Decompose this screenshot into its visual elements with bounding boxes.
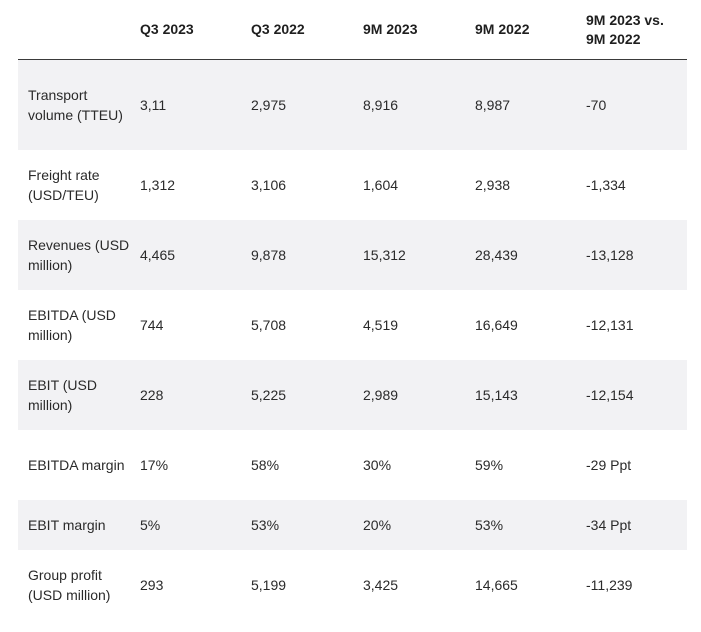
header-q3-2023: Q3 2023 bbox=[140, 0, 250, 59]
header-9m-change: 9M 2023 vs. 9M 2022 bbox=[586, 0, 686, 59]
header-text: 9M 2023 vs. 9M 2022 bbox=[586, 11, 664, 47]
cell-q3-2023: 5% bbox=[140, 517, 161, 533]
cell-q3-2023: 3,11 bbox=[140, 97, 167, 113]
row-label: EBITDA (USD million) bbox=[28, 307, 116, 343]
cell-9m-change: -34 Ppt bbox=[586, 517, 632, 533]
table-row: Revenues (USD million) 4,465 9,878 15,31… bbox=[18, 220, 687, 290]
cell-9m-change: -13,128 bbox=[586, 247, 634, 263]
table-row: EBITDA margin 17% 58% 30% 59% -29 Ppt bbox=[18, 430, 687, 500]
table-header: Q3 2023 Q3 2022 9M 2023 9M 2022 9M 2023 … bbox=[18, 0, 687, 60]
cell-q3-2022: 5,199 bbox=[251, 577, 287, 593]
cell-9m-2023: 1,604 bbox=[363, 177, 399, 193]
header-text: 9M 2023 bbox=[363, 21, 418, 37]
cell-q3-2023: 228 bbox=[140, 387, 164, 403]
cell-9m-change: -1,334 bbox=[586, 177, 626, 193]
table-row: Group profit (USD million) 293 5,199 3,4… bbox=[18, 550, 687, 620]
cell-9m-change: -12,154 bbox=[586, 387, 634, 403]
cell-q3-2022: 2,975 bbox=[251, 97, 287, 113]
cell-9m-2023: 2,989 bbox=[363, 387, 399, 403]
cell-9m-2022: 15,143 bbox=[475, 387, 518, 403]
header-text: Q3 2023 bbox=[140, 21, 194, 37]
cell-q3-2023: 1,312 bbox=[140, 177, 176, 193]
table-row: Transport volume (TTEU) 3,11 2,975 8,916… bbox=[18, 60, 687, 150]
cell-q3-2023: 744 bbox=[140, 317, 164, 333]
table-row: Freight rate (USD/TEU) 1,312 3,106 1,604… bbox=[18, 150, 687, 220]
row-label: Transport volume (TTEU) bbox=[28, 87, 123, 123]
row-label: EBIT (USD million) bbox=[28, 377, 97, 413]
header-9m-2022: 9M 2022 bbox=[475, 0, 585, 59]
cell-9m-2022: 28,439 bbox=[475, 247, 518, 263]
cell-9m-2023: 20% bbox=[363, 517, 392, 533]
cell-9m-change: -70 bbox=[586, 97, 607, 113]
cell-9m-2023: 4,519 bbox=[363, 317, 399, 333]
cell-9m-2022: 8,987 bbox=[475, 97, 511, 113]
cell-9m-2023: 3,425 bbox=[363, 577, 399, 593]
row-label: Revenues (USD million) bbox=[28, 237, 130, 273]
cell-9m-2022: 53% bbox=[475, 517, 504, 533]
cell-q3-2022: 3,106 bbox=[251, 177, 287, 193]
cell-9m-2023: 30% bbox=[363, 457, 392, 473]
header-text: Q3 2022 bbox=[251, 21, 305, 37]
table-row: EBIT (USD million) 228 5,225 2,989 15,14… bbox=[18, 360, 687, 430]
cell-q3-2022: 5,225 bbox=[251, 387, 287, 403]
cell-q3-2022: 53% bbox=[251, 517, 280, 533]
row-label: EBIT margin bbox=[28, 517, 106, 533]
row-label: EBITDA margin bbox=[28, 457, 125, 473]
cell-q3-2022: 9,878 bbox=[251, 247, 287, 263]
cell-9m-2023: 8,916 bbox=[363, 97, 399, 113]
cell-9m-2022: 16,649 bbox=[475, 317, 518, 333]
header-text: 9M 2022 bbox=[475, 21, 530, 37]
row-label: Freight rate (USD/TEU) bbox=[28, 167, 100, 203]
cell-q3-2022: 5,708 bbox=[251, 317, 287, 333]
financial-results-table: Q3 2023 Q3 2022 9M 2023 9M 2022 9M 2023 … bbox=[18, 0, 687, 620]
cell-q3-2022: 58% bbox=[251, 457, 280, 473]
cell-q3-2023: 4,465 bbox=[140, 247, 176, 263]
cell-9m-change: -29 Ppt bbox=[586, 457, 632, 473]
cell-9m-2023: 15,312 bbox=[363, 247, 406, 263]
cell-q3-2023: 293 bbox=[140, 577, 164, 593]
header-label-column bbox=[28, 0, 140, 59]
row-label: Group profit (USD million) bbox=[28, 567, 111, 603]
cell-9m-2022: 59% bbox=[475, 457, 504, 473]
table-row: EBIT margin 5% 53% 20% 53% -34 Ppt bbox=[18, 500, 687, 550]
cell-9m-2022: 14,665 bbox=[475, 577, 518, 593]
cell-9m-change: -11,239 bbox=[586, 577, 633, 593]
header-9m-2023: 9M 2023 bbox=[363, 0, 473, 59]
cell-9m-change: -12,131 bbox=[586, 317, 634, 333]
table-row: EBITDA (USD million) 744 5,708 4,519 16,… bbox=[18, 290, 687, 360]
header-q3-2022: Q3 2022 bbox=[251, 0, 361, 59]
cell-q3-2023: 17% bbox=[140, 457, 169, 473]
cell-9m-2022: 2,938 bbox=[475, 177, 511, 193]
